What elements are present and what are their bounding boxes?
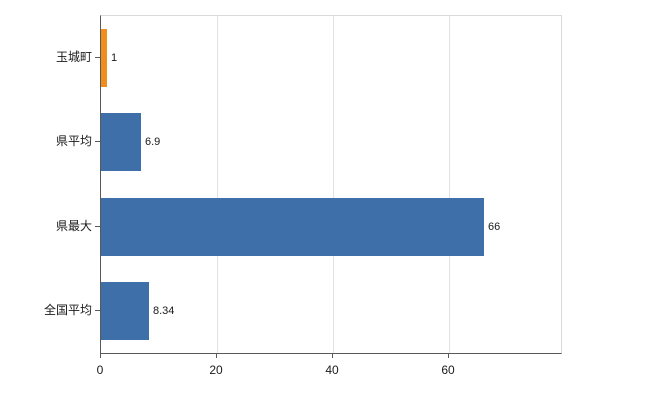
y-axis-tick — [95, 310, 100, 311]
bar-3 — [101, 282, 149, 340]
bar-2 — [101, 198, 484, 256]
bar-value-label: 1 — [111, 52, 118, 64]
x-axis-tick-label: 40 — [325, 363, 339, 377]
y-axis-category-label: 県最大 — [55, 219, 92, 233]
x-axis-tick — [100, 353, 101, 358]
x-axis-tick-label: 60 — [441, 363, 455, 377]
gridline-x-40 — [333, 16, 334, 353]
y-axis-category-label: 全国平均 — [43, 303, 92, 317]
x-axis-tick — [332, 353, 333, 358]
x-axis-tick — [448, 353, 449, 358]
bar-value-label: 8.34 — [153, 305, 175, 317]
y-axis-category-label: 県平均 — [55, 134, 92, 148]
gridline-x-60 — [449, 16, 450, 353]
x-axis-tick-label: 20 — [209, 363, 223, 377]
x-axis-tick-label: 0 — [96, 363, 104, 377]
bar-value-label: 66 — [488, 221, 501, 233]
y-axis-tick — [95, 141, 100, 142]
y-axis-tick — [95, 57, 100, 58]
bar-1 — [101, 113, 141, 171]
y-axis-tick — [95, 226, 100, 227]
bar-value-label: 6.9 — [145, 136, 161, 148]
plot-area: 1 6.9 66 8.34 — [100, 15, 562, 354]
y-axis-category-label: 玉城町 — [55, 50, 92, 64]
gridline-x-20 — [217, 16, 218, 353]
x-axis-tick — [216, 353, 217, 358]
bar-0 — [101, 29, 107, 87]
